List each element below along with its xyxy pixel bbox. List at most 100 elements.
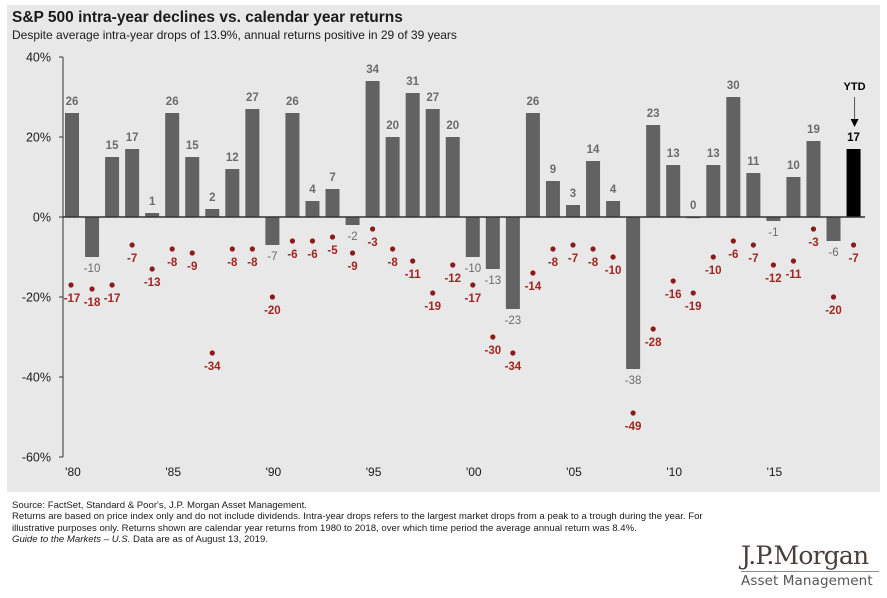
bar-1983 [125, 149, 140, 217]
dot-1982 [109, 282, 115, 288]
dot-label-1999: -12 [444, 273, 461, 285]
bar-label-1991: 26 [286, 96, 299, 108]
dot-label-2015: -12 [765, 273, 782, 285]
dot-2012 [710, 254, 716, 260]
bar-2007 [606, 201, 621, 217]
dot-label-2013: -6 [728, 249, 738, 261]
dot-2001 [490, 334, 496, 340]
bar-label-2012: 13 [707, 148, 720, 160]
dot-label-1993: -5 [327, 245, 338, 257]
bar-label-2000: -10 [464, 263, 481, 275]
jpmorgan-logo: J.P.Morgan Asset Management [741, 543, 881, 589]
dot-2002 [510, 350, 516, 356]
dot-label-1994: -9 [347, 261, 357, 273]
bar-label-2004: 9 [550, 164, 556, 176]
dot-label-1985: -8 [167, 257, 178, 269]
x-tick-label: '95 [366, 465, 382, 479]
dot-label-2002: -34 [505, 361, 522, 373]
y-tick-label: -20% [22, 291, 51, 305]
bar-label-2005: 3 [570, 188, 576, 200]
bar-2009 [646, 125, 661, 217]
source-note: Source: FactSet, Standard & Poor's, J.P.… [12, 500, 307, 511]
dot-label-2008: -49 [625, 421, 642, 433]
dot-2019 [850, 242, 857, 248]
dot-2015 [770, 262, 777, 268]
dot-1986 [189, 250, 195, 256]
bar-2013 [726, 97, 741, 217]
footer: Source: FactSet, Standard & Poor's, J.P.… [12, 500, 712, 546]
y-tick-label: -60% [22, 451, 51, 465]
x-tick-label: '80 [65, 465, 81, 479]
dot-label-2003: -14 [525, 281, 542, 293]
dot-1997 [410, 258, 416, 264]
y-tick-label: 40% [26, 51, 51, 65]
bar-label-2011: 0 [690, 200, 696, 212]
bar-label-1985: 26 [166, 96, 179, 108]
chart: 40%20%0%-20%-40%-60% 26-1015171261521227… [22, 51, 866, 480]
intra-year-dots: -17 -18 -17-7-13-8 -9-34-8 -8-20-6 -6 -5-9-3-8… [64, 226, 859, 433]
bar-1985 [165, 113, 180, 217]
guide-date: Data are as of August 13, 2019. [130, 534, 268, 546]
bar-label-2013: 30 [727, 80, 740, 92]
dot-1994 [349, 250, 356, 256]
dot-1995 [370, 226, 376, 232]
bar-2014 [746, 173, 761, 217]
dot-1988 [229, 246, 235, 252]
logo-wordmark: J.P.Morgan [741, 541, 869, 570]
bar-label-1999: 20 [446, 120, 459, 132]
bar-2001 [485, 217, 500, 269]
dot-label-2010: -16 [665, 289, 682, 301]
dot-2006 [590, 246, 596, 252]
dot-label-2004: -8 [548, 257, 559, 269]
y-tick-label: -40% [22, 371, 51, 385]
bar-1980 [65, 113, 79, 217]
bar-label-1982: 15 [106, 140, 119, 152]
bar-1981 [85, 217, 100, 257]
ytd-arrow-head [850, 119, 859, 127]
dot-2005 [570, 242, 576, 248]
bar-2003 [525, 113, 540, 217]
bar-label-1987: 2 [209, 192, 215, 204]
dot-1991 [289, 238, 296, 244]
bar-2008 [626, 217, 641, 369]
dot-2017 [810, 226, 817, 232]
dot-label-2019: -7 [848, 253, 858, 265]
bar-2005 [566, 205, 580, 217]
bar-label-1983: 17 [126, 132, 139, 144]
dot-1987 [209, 350, 215, 356]
x-axis: '80 '85 '90 '95 '00 '05 '10 '15 [65, 465, 782, 479]
dot-label-2006: -8 [588, 257, 599, 269]
dot-label-1986: -9 [187, 261, 197, 273]
dot-1983 [129, 242, 135, 248]
dot-label-2001: -30 [485, 345, 502, 357]
dot-label-2014: -7 [748, 253, 758, 265]
dot-2010 [670, 278, 676, 284]
dot-label-2005: -7 [568, 253, 578, 265]
dot-2018 [830, 294, 837, 300]
bar-1997 [405, 93, 420, 217]
bar-2004 [545, 181, 560, 217]
dot-label-2011: -19 [685, 301, 702, 313]
bar-label-2007: 4 [610, 184, 617, 196]
dot-2013 [730, 238, 736, 244]
bar-label-2017: 19 [807, 124, 820, 136]
dot-2009 [650, 326, 656, 332]
dot-label-2018: -20 [825, 305, 842, 317]
guide-title: Guide to the Markets – U.S. [12, 534, 131, 546]
dot-label-1997: -11 [405, 269, 422, 281]
dot-label-2009: -28 [645, 337, 662, 349]
bar-label-2008: -38 [625, 375, 642, 387]
bar-label-2015: -1 [768, 227, 778, 239]
dot-2003 [530, 270, 536, 276]
chart-subtitle: Despite average intra-year drops of 13.9… [12, 28, 457, 42]
x-tick-label: '85 [165, 465, 181, 479]
dot-label-1990: -20 [264, 305, 281, 317]
bar-label-1984: 1 [149, 196, 156, 208]
y-axis: 40% 20% 0% -20% -40% -60% [22, 51, 64, 465]
bar-label-2003: 26 [527, 96, 540, 108]
dot-label-1982: -17 [104, 293, 121, 305]
bar-label-2019: 17 [847, 132, 860, 144]
bar-2000 [465, 217, 480, 257]
dot-2011 [690, 290, 696, 296]
dot-1980 [68, 282, 74, 288]
